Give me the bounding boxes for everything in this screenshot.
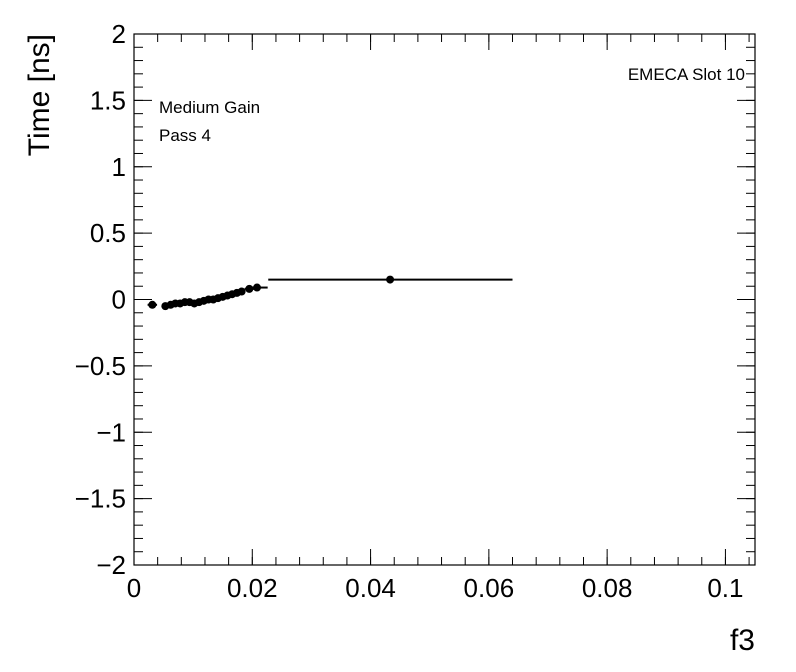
y-tick-label: 2 [112,19,126,49]
data-point [386,275,395,284]
data-point [237,287,246,296]
y-tick-label: −0.5 [75,351,126,381]
y-tick-label: −1 [96,417,126,447]
x-tick-labels: 0 0.02 0.04 0.06 0.08 0.1 [127,573,744,603]
y-tick-labels: −2 −1.5 −1 −0.5 0 0.5 1 1.5 2 [75,19,126,580]
y-tick-label: 0.5 [90,218,126,248]
x-axis-title: f3 [730,624,755,657]
gain-annotation: Medium Gain [159,98,260,117]
x-tick-label: 0.1 [707,573,743,603]
y-tick-label: 0 [112,285,126,315]
x-tick-label: 0.04 [345,573,396,603]
x-tick-label: 0.06 [464,573,515,603]
x-tick-label: 0 [127,573,141,603]
y-tick-label: −2 [96,550,126,580]
data-point [245,284,254,293]
y-tick-label: 1.5 [90,85,126,115]
x-tick-label: 0.08 [582,573,633,603]
data-point [253,283,262,292]
y-tick-label: −1.5 [75,484,126,514]
data-points [147,275,513,311]
pass-annotation: Pass 4 [159,126,211,145]
data-point [148,300,157,309]
y-tick-label: 1 [112,152,126,182]
y-axis-title: Time [ns] [23,34,56,156]
axis-ticks [133,33,755,566]
x-tick-label: 0.02 [227,573,278,603]
slot-annotation: EMECA Slot 10 [628,65,745,84]
